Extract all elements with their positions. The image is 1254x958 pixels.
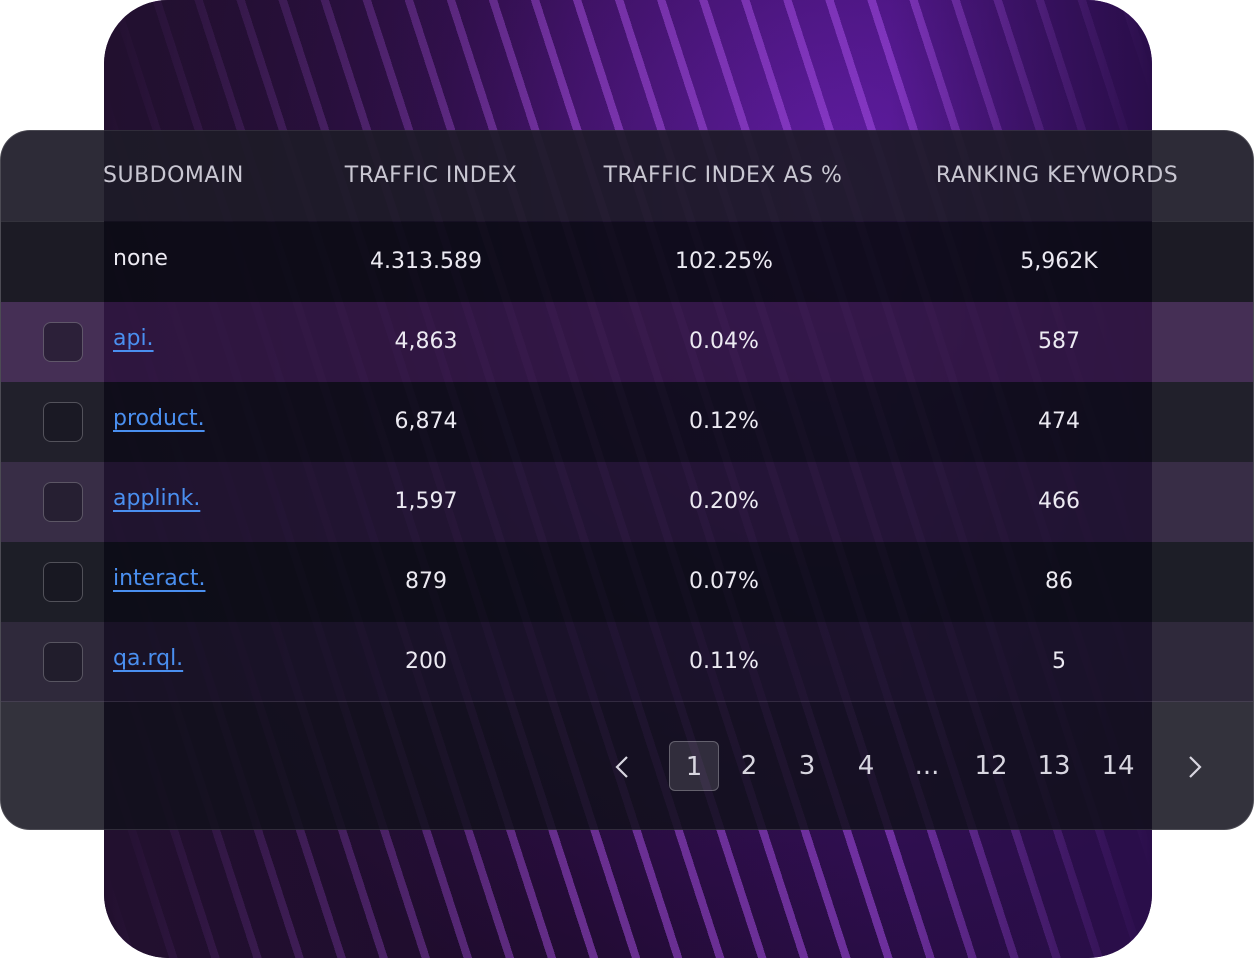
table-cell: 0.20% <box>689 489 759 514</box>
table-cell: 879 <box>405 569 447 594</box>
table-cell: qa.rql. <box>113 619 183 699</box>
table-cell: 474 <box>1038 409 1080 434</box>
page-button[interactable]: 12 <box>974 751 1008 781</box>
subdomain-link[interactable]: api. <box>113 326 154 351</box>
column-header: TRAFFIC INDEX AS % <box>603 163 843 188</box>
table-row: qa.rql. 200 0.11% 5 <box>1 619 1253 702</box>
column-header: TRAFFIC INDEX <box>344 163 518 188</box>
table-cell: 4.313.589 <box>370 249 482 274</box>
table-cell: 102.25% <box>675 249 773 274</box>
table-cell: interact. <box>113 539 205 619</box>
table-cell: 86 <box>1045 569 1073 594</box>
table-cell: 5 <box>1052 649 1066 674</box>
table-cell: 466 <box>1038 489 1080 514</box>
row-checkbox[interactable] <box>43 482 83 522</box>
row-checkbox[interactable] <box>43 642 83 682</box>
header-row <box>1 131 1253 221</box>
row-checkbox[interactable] <box>43 402 83 442</box>
page-button[interactable]: 2 <box>740 751 758 781</box>
table-cell: 4,863 <box>394 329 458 354</box>
table-cell: 0.12% <box>689 409 759 434</box>
row-checkbox[interactable] <box>43 562 83 602</box>
page-button[interactable]: 1 <box>669 741 719 791</box>
table-row: none 4.313.589 102.25% 5,962K <box>1 222 1253 302</box>
column-header: RANKING KEYWORDS <box>935 163 1179 188</box>
table-cell: 0.04% <box>689 329 759 354</box>
table-cell: product. <box>113 379 205 459</box>
table-cell: 1,597 <box>394 489 458 514</box>
column-header: SUBDOMAIN <box>103 163 244 188</box>
page-button[interactable]: ... <box>914 751 940 781</box>
table-cell: api. <box>113 299 154 379</box>
subdomain-link[interactable]: qa.rql. <box>113 646 184 671</box>
row-checkbox[interactable] <box>43 322 83 362</box>
subdomain-link[interactable]: applink. <box>113 486 201 511</box>
table-cell: applink. <box>113 459 200 539</box>
table-cell: 0.11% <box>689 649 759 674</box>
table-cell: 5,962K <box>1020 249 1098 274</box>
table-card: SUBDOMAIN TRAFFIC INDEX TRAFFIC INDEX AS %… <box>0 130 1254 830</box>
table-row: applink. 1,597 0.20% 466 <box>1 459 1253 542</box>
table-row: product. 6,874 0.12% 474 <box>1 379 1253 462</box>
page-button[interactable]: 13 <box>1037 751 1071 781</box>
table-row: api. 4,863 0.04% 587 <box>1 299 1253 382</box>
divider <box>1 701 1253 702</box>
next-page[interactable] <box>1183 753 1207 781</box>
prev-page[interactable] <box>611 753 635 781</box>
page-button[interactable]: 4 <box>857 751 875 781</box>
subdomain-link[interactable]: product. <box>113 406 205 431</box>
table-cell: none <box>113 246 168 271</box>
subdomain-link[interactable]: interact. <box>113 566 206 591</box>
table-cell: 200 <box>405 649 447 674</box>
table-cell: 0.07% <box>689 569 759 594</box>
table-cell: 587 <box>1038 329 1080 354</box>
table-cell: 6,874 <box>394 409 458 434</box>
page-button[interactable]: 14 <box>1101 751 1135 781</box>
page-button[interactable]: 3 <box>798 751 816 781</box>
table-row: interact. 879 0.07% 86 <box>1 539 1253 622</box>
